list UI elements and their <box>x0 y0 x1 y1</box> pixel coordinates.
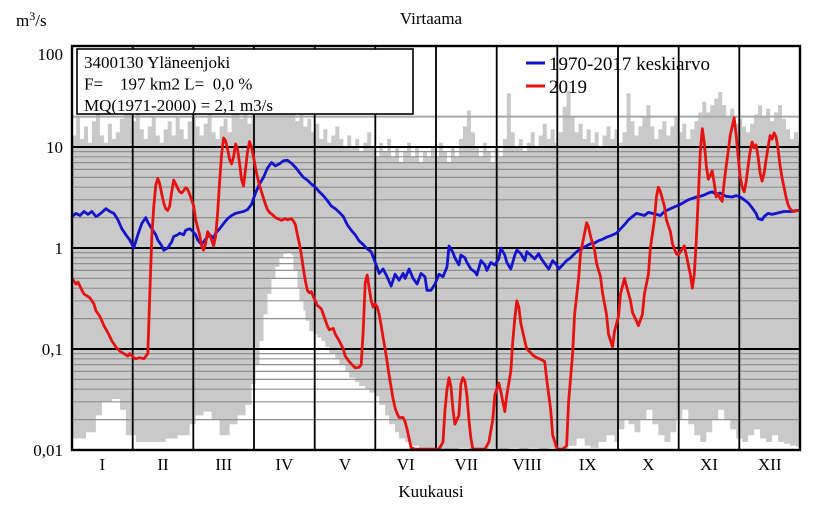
legend: 1970-2017 keskiarvo 2019 <box>526 54 710 98</box>
x-axis-tick-labels: I II III IV V VI VII VIII IX X XI XII <box>99 455 781 474</box>
y-tick-label: 0,01 <box>33 441 63 460</box>
x-tick-label: XI <box>700 455 718 474</box>
y-tick-label: 10 <box>46 138 63 157</box>
station-info-box-border <box>76 48 414 115</box>
x-tick-label: IV <box>275 455 294 474</box>
station-id-name: 3400130 Yläneenjoki <box>84 53 230 72</box>
mean-flow-info: MQ(1971-2000) = 2,1 m3/s <box>84 96 273 115</box>
chart-title: Virtaama <box>400 9 463 28</box>
catchment-info: F= 197 km2 L= 0,0 % <box>84 75 252 94</box>
station-info-box: 3400130 Yläneenjoki F= 197 km2 L= 0,0 % … <box>76 48 414 115</box>
x-tick-label: X <box>642 455 654 474</box>
x-tick-label: VI <box>397 455 415 474</box>
plot-frame <box>70 44 802 452</box>
x-tick-label: VIII <box>512 455 542 474</box>
avg-flow-line <box>70 158 800 292</box>
x-tick-label: V <box>339 455 352 474</box>
y-axis-unit-label: m3/s <box>16 9 47 30</box>
x-tick-label: XII <box>758 455 782 474</box>
legend-avg-label: 1970-2017 keskiarvo <box>549 54 710 75</box>
y-tick-label: 100 <box>38 45 64 64</box>
y-axis-tick-labels: 100 10 1 0,1 0,01 <box>33 45 63 460</box>
x-tick-label: VII <box>454 455 478 474</box>
plot-area <box>70 46 800 451</box>
x-tick-label: III <box>215 455 232 474</box>
x-tick-label: IX <box>579 455 597 474</box>
y-tick-label: 0,1 <box>42 340 63 359</box>
legend-2019-label: 2019 <box>549 77 587 98</box>
y-tick-label: 1 <box>55 239 64 258</box>
x-axis-title: Kuukausi <box>398 482 463 501</box>
x-tick-label: II <box>157 455 169 474</box>
x-tick-label: I <box>99 455 105 474</box>
